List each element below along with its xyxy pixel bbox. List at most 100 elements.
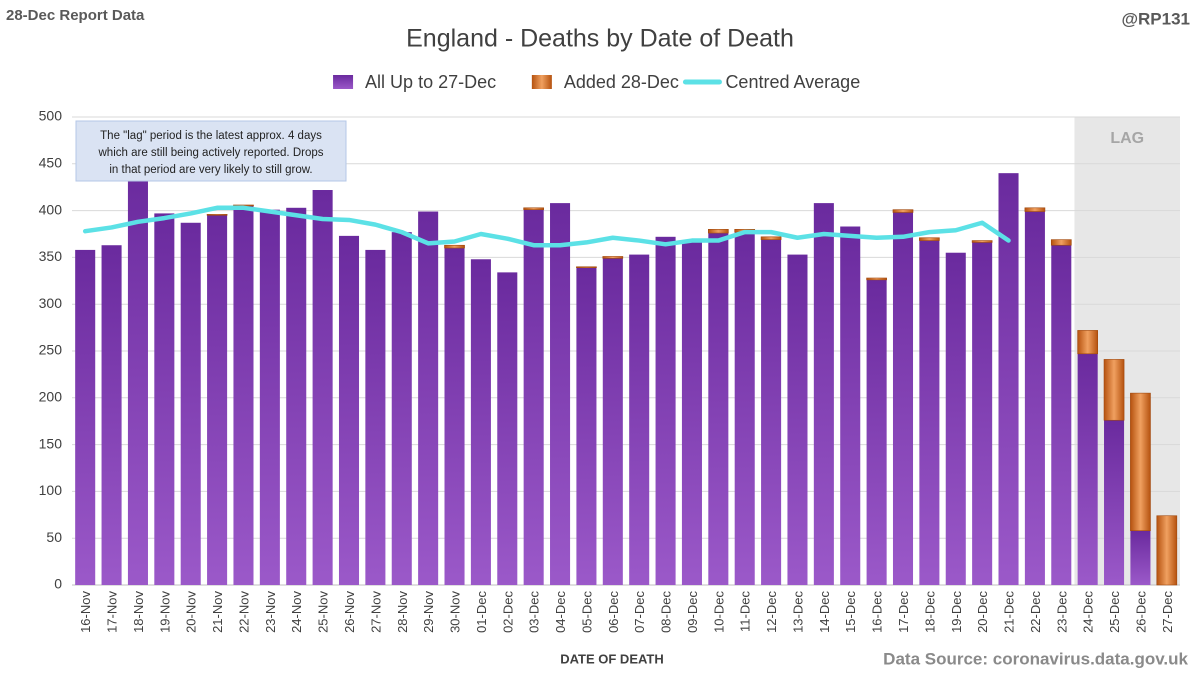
x-tick-label: 01-Dec	[474, 591, 489, 633]
annotation-text: which are still being actively reported.…	[98, 147, 324, 159]
bar	[1130, 530, 1151, 585]
x-tick-label: 30-Nov	[448, 591, 463, 633]
bar	[760, 236, 782, 240]
x-tick-label: 22-Nov	[236, 591, 251, 633]
y-tick-label: 150	[39, 435, 63, 451]
bar	[1050, 239, 1072, 246]
x-tick-label: 22-Dec	[1028, 591, 1043, 633]
x-tick-label: 19-Dec	[949, 591, 964, 633]
bar	[180, 222, 201, 585]
x-tick-label: 02-Dec	[500, 591, 515, 633]
y-tick-label: 200	[39, 389, 63, 405]
source: Data Source: coronavirus.data.gov.uk	[883, 649, 1188, 668]
x-tick-label: 21-Nov	[210, 591, 225, 633]
x-tick-label: 16-Dec	[870, 591, 885, 633]
x-tick-label: 11-Dec	[738, 591, 753, 632]
x-tick-label: 26-Dec	[1133, 591, 1148, 633]
x-tick-label: 13-Dec	[790, 591, 805, 633]
bar	[602, 256, 624, 259]
lag-label: LAG	[1110, 130, 1144, 147]
bar	[365, 249, 386, 586]
x-tick-label: 23-Dec	[1054, 591, 1069, 633]
x-tick-label: 19-Nov	[157, 591, 172, 633]
x-tick-label: 24-Dec	[1081, 591, 1096, 633]
bar	[497, 272, 518, 585]
bar	[840, 226, 861, 585]
bar	[127, 170, 148, 586]
annotation: The "lag" period is the latest approx. 4…	[75, 120, 347, 182]
x-tick-label: 28-Nov	[395, 591, 410, 633]
bar	[892, 209, 914, 213]
y-tick-label: 0	[54, 576, 62, 592]
report-label: 28-Dec Report Data	[6, 7, 145, 24]
bar	[1103, 359, 1125, 421]
x-tick-label: 15-Dec	[843, 591, 858, 633]
legend-label: All Up to 27-Dec	[365, 72, 496, 92]
x-tick-label: 03-Dec	[527, 591, 542, 633]
x-tick-label: 07-Dec	[632, 591, 647, 633]
x-tick-label: 05-Dec	[579, 591, 594, 633]
bar	[207, 215, 228, 585]
annotation-text: in that period are very likely to still …	[109, 164, 312, 176]
x-tick-label: 09-Dec	[685, 591, 700, 633]
bar	[655, 236, 676, 586]
x-tick-label: 26-Nov	[342, 591, 357, 633]
bar	[708, 229, 729, 234]
bar	[444, 248, 465, 586]
bar	[602, 258, 623, 585]
y-tick-label: 350	[39, 248, 63, 264]
bar	[1051, 245, 1072, 585]
y-tick-label: 450	[39, 155, 63, 171]
x-tick-label: 06-Dec	[606, 591, 621, 633]
bar	[629, 254, 650, 586]
average-line	[82, 205, 1011, 248]
handle: @RP131	[1121, 9, 1190, 28]
legend-label: Centred Average	[725, 72, 860, 92]
bar	[1024, 211, 1045, 585]
legend-swatch	[531, 75, 552, 89]
bar	[945, 252, 966, 585]
bar	[866, 279, 887, 585]
bar	[919, 240, 940, 585]
x-tick-label: 10-Dec	[711, 591, 726, 633]
bar	[101, 245, 122, 585]
bar	[75, 249, 96, 586]
x-tick-label: 04-Dec	[553, 591, 568, 633]
bar	[523, 209, 544, 585]
bar	[470, 259, 491, 585]
bar	[391, 232, 412, 586]
x-tick-label: 25-Nov	[316, 591, 331, 633]
y-tick-label: 500	[39, 108, 63, 124]
bar	[681, 240, 702, 585]
chart-title: England - Deaths by Date of Death	[406, 25, 794, 53]
y-tick-label: 100	[39, 482, 63, 498]
bar	[1024, 207, 1046, 212]
bar	[523, 207, 544, 210]
x-tick-label: 24-Nov	[289, 591, 304, 633]
bar	[550, 203, 571, 585]
x-tick-label: 16-Nov	[78, 591, 93, 633]
y-tick-label: 400	[39, 201, 63, 217]
annotation-box	[75, 120, 347, 182]
y-tick-label: 300	[39, 295, 63, 311]
bar	[734, 232, 755, 586]
bar	[259, 209, 280, 585]
annotation-text: The "lag" period is the latest approx. 4…	[100, 130, 322, 142]
bar	[444, 244, 465, 249]
bar	[971, 240, 993, 243]
x-tick-label: 21-Dec	[1002, 591, 1017, 633]
bar	[154, 213, 175, 585]
bar	[972, 242, 993, 585]
y-tick-label: 50	[46, 529, 62, 545]
x-tick-label: 17-Nov	[105, 591, 120, 633]
legend-label: Added 28-Dec	[564, 72, 679, 92]
x-tick-label: 20-Dec	[975, 591, 990, 633]
bar	[233, 205, 254, 586]
bar	[761, 239, 782, 585]
x-tick-label: 12-Dec	[764, 591, 779, 633]
bar	[866, 277, 887, 281]
legend: All Up to 27-Dec Added 28-Dec Centred Aver…	[333, 72, 860, 92]
bar	[1156, 515, 1178, 586]
